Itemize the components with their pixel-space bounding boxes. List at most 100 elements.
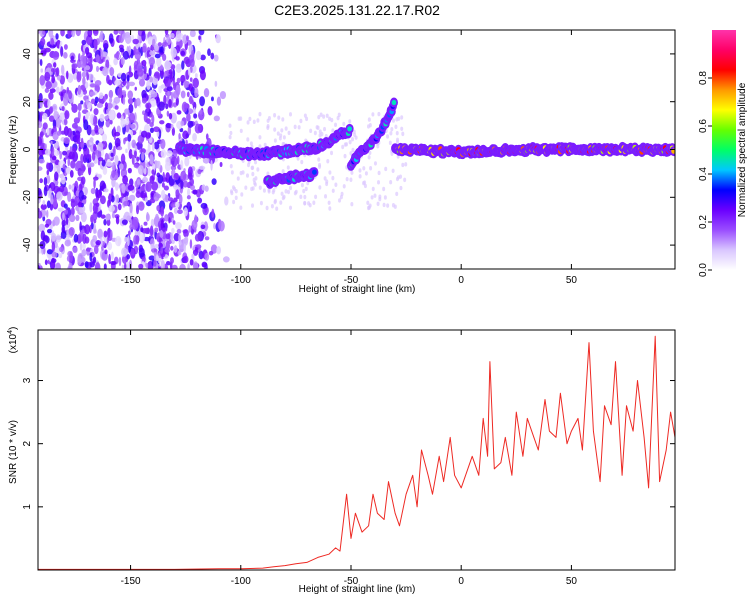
noise-blob (202, 157, 210, 164)
noise-blob (99, 180, 106, 192)
noise-blob (245, 173, 249, 178)
noise-blob (216, 96, 222, 106)
noise-blob (38, 136, 43, 147)
noise-blob (103, 43, 109, 49)
noise-blob (113, 58, 118, 66)
noise-blob (138, 263, 144, 269)
noise-blob (38, 210, 43, 219)
noise-blob (239, 205, 243, 210)
noise-blob (128, 148, 133, 160)
noise-blob (194, 73, 198, 79)
noise-blob (73, 233, 79, 243)
noise-blob (195, 50, 202, 61)
noise-blob (57, 207, 64, 212)
noise-blob (77, 103, 82, 112)
noise-blob (177, 250, 182, 256)
noise-blob (158, 101, 165, 111)
noise-blob (303, 194, 307, 200)
noise-blob (263, 142, 267, 148)
noise-blob (120, 56, 125, 66)
noise-blob (125, 261, 131, 269)
noise-blob (44, 259, 48, 266)
noise-blob (129, 202, 133, 214)
noise-blob (110, 229, 113, 241)
noise-blob (38, 158, 45, 164)
noise-blob (183, 80, 188, 89)
noise-blob (50, 37, 55, 46)
noise-blob (395, 130, 399, 136)
noise-blob (123, 248, 129, 256)
y-tick-label: 20 (22, 96, 33, 108)
noise-blob (211, 96, 214, 102)
noise-blob (171, 264, 178, 269)
noise-blob (103, 263, 107, 269)
noise-blob (218, 220, 225, 232)
noise-blob (219, 162, 223, 168)
noise-blob (106, 74, 110, 84)
noise-blob (141, 151, 145, 161)
noise-blob (113, 131, 121, 137)
noise-blob (127, 167, 132, 174)
noise-blob (145, 33, 148, 41)
noise-blob (334, 182, 338, 187)
noise-blob (266, 171, 270, 176)
noise-blob (145, 132, 151, 139)
noise-blob (81, 71, 87, 78)
noise-blob (336, 115, 340, 121)
noise-blob (46, 169, 50, 176)
noise-blob (38, 223, 46, 233)
noise-blob (339, 194, 343, 200)
noise-blob (319, 112, 323, 117)
noise-blob (281, 169, 285, 174)
noise-blob (53, 111, 60, 120)
noise-blob (135, 97, 141, 107)
spectrogram-noise-layer (38, 30, 408, 269)
noise-blob (165, 260, 171, 266)
noise-blob (342, 184, 346, 189)
noise-blob (80, 137, 84, 144)
noise-blob (89, 224, 92, 234)
noise-blob (64, 112, 69, 117)
noise-blob (388, 140, 392, 146)
noise-blob (341, 144, 345, 150)
noise-blob (86, 52, 93, 59)
noise-blob (299, 194, 303, 200)
noise-blob (76, 58, 82, 69)
snr-multiplier: (x104) (7, 327, 19, 354)
noise-blob (159, 229, 164, 239)
noise-blob (51, 146, 55, 157)
noise-blob (204, 236, 210, 241)
noise-blob (353, 132, 357, 138)
noise-blob (59, 112, 65, 121)
noise-blob (68, 184, 72, 190)
noise-blob (145, 102, 152, 109)
noise-blob (362, 180, 366, 186)
noise-blob (50, 232, 57, 242)
noise-blob (110, 195, 115, 203)
noise-blob (304, 186, 308, 192)
noise-blob (253, 182, 257, 187)
noise-blob (50, 67, 57, 73)
noise-blob (78, 146, 82, 152)
noise-blob (63, 52, 68, 59)
noise-blob (254, 160, 258, 165)
noise-blob (71, 63, 78, 69)
noise-blob (134, 48, 140, 55)
noise-blob (134, 86, 137, 91)
noise-blob (168, 217, 171, 224)
noise-blob (38, 166, 43, 171)
noise-blob (198, 165, 206, 170)
noise-blob (126, 74, 130, 82)
noise-blob (42, 30, 46, 35)
noise-blob (127, 184, 135, 191)
noise-blob (131, 154, 135, 165)
spectrogram-trace-layer (175, 97, 675, 189)
noise-blob (203, 88, 210, 98)
noise-blob (317, 157, 321, 162)
noise-blob (111, 212, 115, 219)
noise-blob (145, 181, 152, 193)
noise-blob (276, 131, 280, 136)
noise-blob (191, 219, 198, 230)
noise-blob (316, 125, 320, 130)
noise-blob (189, 77, 193, 82)
